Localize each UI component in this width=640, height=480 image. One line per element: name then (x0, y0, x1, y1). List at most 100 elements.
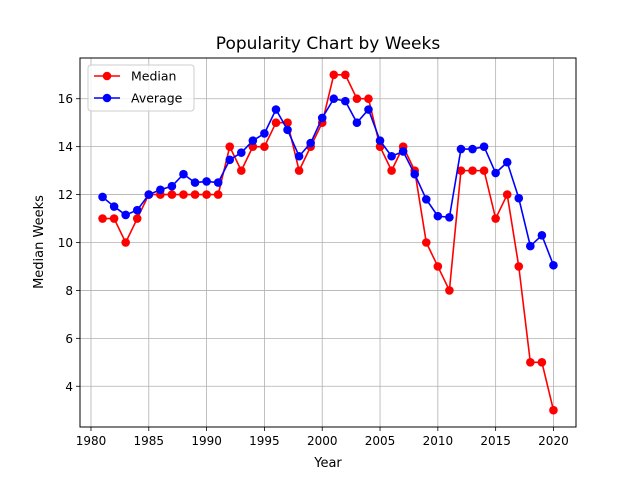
average-point (317, 113, 327, 123)
x-tick-label: 1990 (191, 434, 222, 448)
y-tick-label: 16 (58, 92, 73, 106)
average-point (271, 105, 281, 114)
median-point (502, 190, 512, 199)
average-point (410, 169, 420, 179)
average-point (491, 168, 500, 178)
average-point (132, 205, 142, 215)
x-tick-label: 1995 (249, 434, 280, 448)
median-line (102, 73, 555, 411)
average-point (352, 118, 362, 127)
legend-median-marker (102, 71, 112, 81)
median-point (514, 262, 524, 271)
median-point (190, 190, 200, 199)
average-point (236, 148, 246, 157)
x-tick-label: 2015 (480, 434, 511, 448)
average-point (549, 260, 558, 270)
average-point (329, 94, 339, 104)
average-point (167, 181, 177, 191)
average-point (248, 136, 258, 145)
average-point (479, 142, 489, 151)
series-lines (98, 70, 558, 415)
average-point (156, 185, 165, 195)
average-point (456, 144, 466, 154)
axis-ticks: 1980 1985 1990 1995 2000 2005 2010 2015 2020 4 6 8 1… (58, 92, 569, 448)
median-point (225, 142, 235, 151)
median-point (364, 94, 373, 104)
y-axis-label: Median Weeks (32, 195, 47, 289)
average-point (190, 178, 200, 187)
average-point (433, 211, 443, 221)
y-tick-label: 6 (65, 332, 73, 346)
average-point (144, 190, 154, 199)
median-point (549, 405, 558, 415)
median-point (248, 142, 258, 151)
average-point (514, 193, 524, 203)
median-point (260, 142, 269, 151)
x-tick-label: 1985 (134, 434, 165, 448)
legend-average-label: Average (131, 91, 183, 106)
y-tick-label: 12 (58, 188, 73, 202)
x-tick-label: 1980 (76, 434, 107, 448)
legend-average-marker (102, 93, 112, 103)
legend-median-label: Median (131, 69, 176, 84)
median-point (213, 190, 223, 199)
average-point (375, 136, 385, 145)
average-point (213, 178, 223, 187)
plot-frame (79, 57, 577, 428)
y-tick-label: 14 (58, 140, 73, 154)
median-point (421, 238, 431, 247)
median-point (445, 286, 454, 295)
median-point (352, 94, 362, 104)
chart-title: Popularity Chart by Weeks (216, 34, 441, 54)
median-point (179, 190, 188, 199)
average-point (537, 231, 547, 240)
median-point (341, 70, 350, 80)
legend: Median Average (87, 64, 195, 112)
median-point (271, 118, 281, 127)
average-point (526, 241, 535, 251)
average-point (283, 125, 292, 135)
average-point (502, 157, 512, 167)
x-tick-label: 2005 (365, 434, 396, 448)
median-point (294, 166, 304, 175)
average-point (421, 195, 431, 204)
median-point (109, 214, 119, 223)
x-tick-label: 2020 (538, 434, 569, 448)
grid (80, 58, 576, 427)
average-point (294, 151, 304, 161)
average-point (121, 210, 130, 220)
average-series (98, 94, 558, 270)
median-point (433, 262, 443, 271)
median-point (387, 166, 396, 175)
average-point (387, 151, 396, 161)
average-point (202, 177, 211, 186)
average-line (102, 97, 555, 266)
median-point (98, 214, 107, 223)
average-point (109, 202, 119, 211)
median-point (491, 214, 500, 223)
average-point (398, 147, 408, 156)
average-point (179, 169, 188, 179)
x-tick-label: 2000 (307, 434, 338, 448)
x-tick-label: 2010 (423, 434, 454, 448)
y-tick-label: 8 (65, 284, 73, 298)
median-point (456, 166, 466, 175)
median-point (479, 166, 489, 175)
median-point (537, 358, 547, 367)
median-point (526, 358, 535, 367)
median-point (468, 166, 477, 175)
median-point (167, 190, 177, 199)
y-tick-label: 10 (58, 236, 73, 250)
average-point (341, 96, 350, 106)
median-point (329, 70, 339, 80)
x-axis-label: Year (313, 456, 342, 471)
average-point (468, 144, 477, 154)
median-point (121, 238, 130, 247)
average-point (98, 192, 107, 202)
average-point (306, 138, 315, 148)
average-point (260, 129, 269, 138)
y-tick-label: 4 (65, 380, 73, 394)
median-point (132, 214, 142, 223)
average-point (364, 105, 373, 114)
